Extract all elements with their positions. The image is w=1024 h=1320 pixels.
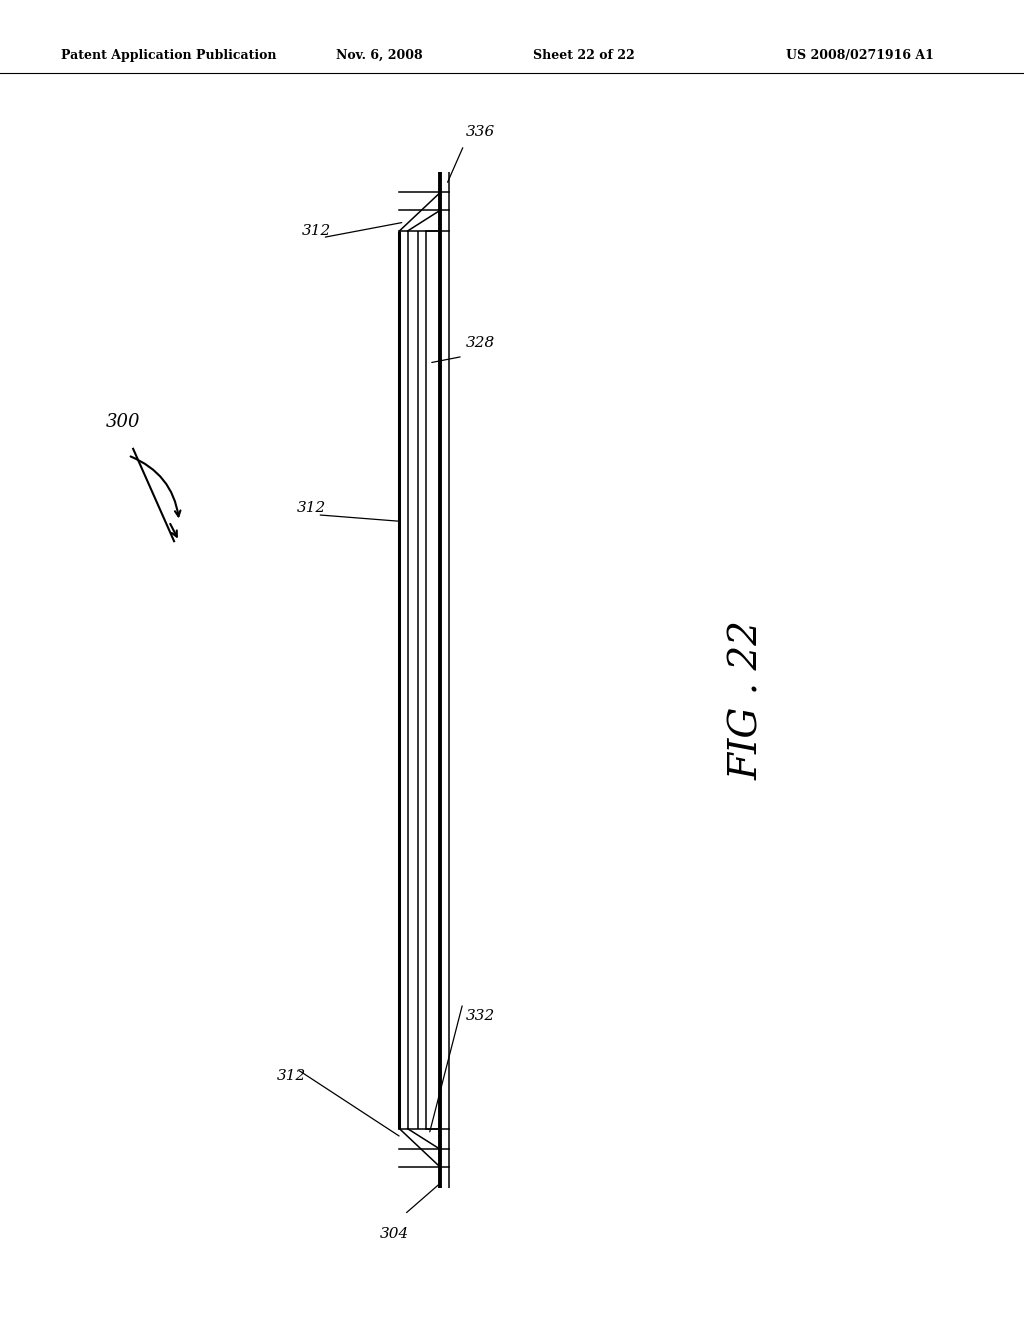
Text: 332: 332 [466, 1010, 496, 1023]
Text: 300: 300 [105, 413, 140, 432]
Text: 336: 336 [466, 125, 496, 139]
Text: 312: 312 [297, 502, 327, 515]
Text: 328: 328 [466, 337, 496, 350]
Text: Patent Application Publication: Patent Application Publication [61, 49, 276, 62]
Text: FIG . 22: FIG . 22 [729, 619, 766, 780]
Text: 312: 312 [276, 1069, 306, 1082]
Text: Sheet 22 of 22: Sheet 22 of 22 [532, 49, 635, 62]
Text: 304: 304 [380, 1228, 409, 1241]
Text: 312: 312 [302, 224, 332, 238]
Text: Nov. 6, 2008: Nov. 6, 2008 [336, 49, 422, 62]
Text: US 2008/0271916 A1: US 2008/0271916 A1 [786, 49, 934, 62]
